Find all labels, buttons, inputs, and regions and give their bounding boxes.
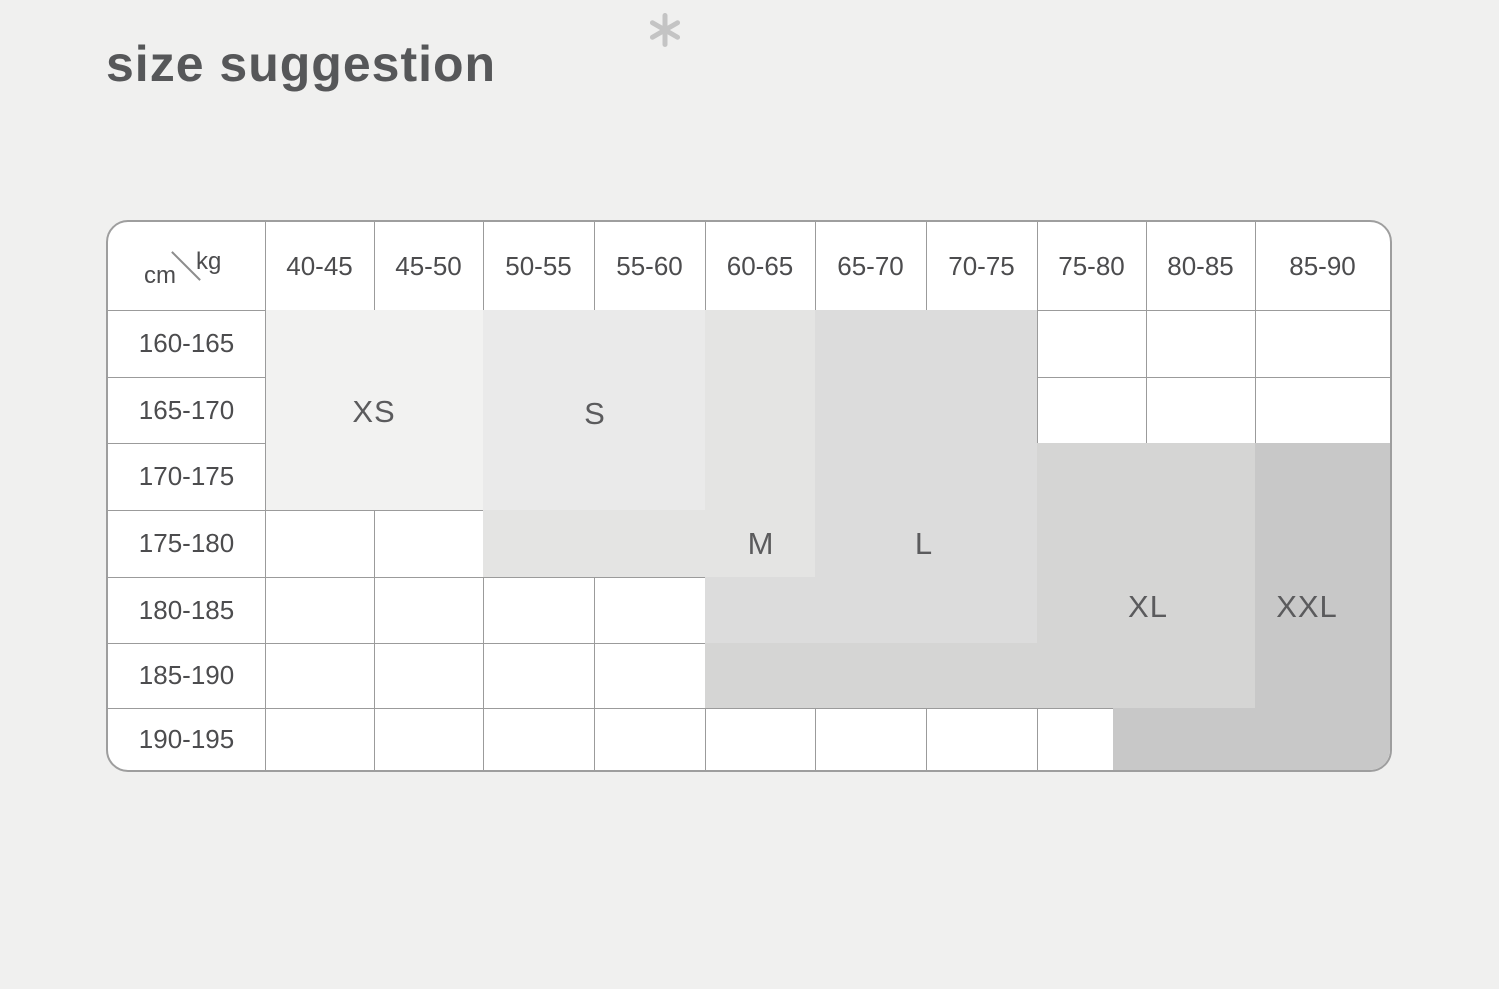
size-region-m — [705, 310, 815, 577]
col-header-60-65: 60-65 — [726, 250, 794, 281]
size-region-xxl — [1255, 443, 1390, 770]
col-header-40-45: 40-45 — [286, 250, 353, 281]
corner-unit-kg: kg — [196, 248, 222, 275]
size-label-xl: XL — [1128, 589, 1168, 624]
size-label-m: M — [747, 526, 775, 561]
grid-line — [108, 443, 265, 444]
col-header-80-85: 80-85 — [1167, 250, 1234, 281]
grid-line — [1146, 222, 1147, 443]
size-region-m — [483, 510, 705, 577]
size-region-xxl — [1113, 708, 1255, 770]
grid-line — [1037, 310, 1390, 311]
col-header-45-50: 45-50 — [395, 250, 462, 281]
row-header-185-190: 185-190 — [138, 660, 235, 690]
size-suggestion-table: cm kg 40-45 45-50 50-55 55-60 60-65 65-7… — [106, 220, 1392, 772]
size-label-l: L — [914, 526, 934, 561]
col-header-85-90: 85-90 — [1289, 250, 1356, 281]
grid-line — [374, 510, 375, 770]
row-header-170-175: 170-175 — [138, 461, 235, 491]
grid-line — [1037, 222, 1038, 443]
grid-line — [594, 222, 595, 310]
size-region-xs — [265, 310, 483, 510]
grid-line — [108, 643, 705, 644]
grid-line — [926, 222, 927, 310]
grid-line — [108, 377, 265, 378]
grid-line — [108, 708, 1113, 709]
grid-line — [483, 222, 484, 310]
col-header-50-55: 50-55 — [505, 250, 572, 281]
size-region-xl — [1037, 443, 1255, 708]
row-header-190-195: 190-195 — [138, 723, 235, 754]
grid-line — [815, 708, 816, 770]
row-header-175-180: 175-180 — [138, 528, 235, 558]
size-region-l — [705, 577, 815, 643]
grid-line — [265, 222, 266, 770]
grid-line — [108, 510, 483, 511]
grid-line — [1255, 222, 1256, 443]
size-region-xl — [705, 643, 1037, 708]
grid-line — [1037, 377, 1390, 378]
grid-line — [594, 577, 595, 770]
page-title: size suggestion — [106, 35, 497, 92]
grid-line — [108, 577, 705, 578]
row-header-160-165: 160-165 — [138, 328, 235, 358]
size-region-s — [483, 310, 705, 510]
size-label-xs: XS — [352, 394, 396, 429]
col-header-65-70: 65-70 — [837, 250, 904, 281]
grid-line — [815, 222, 816, 310]
grid-line — [108, 310, 265, 311]
col-header-55-60: 55-60 — [616, 250, 683, 281]
grid-line — [483, 510, 484, 770]
size-label-s: S — [584, 396, 606, 431]
col-header-75-80: 75-80 — [1058, 250, 1125, 281]
grid-line — [705, 222, 706, 310]
asterisk-icon — [648, 13, 682, 47]
corner-unit-cm: cm — [144, 262, 176, 289]
corner-cell: cm kg — [108, 222, 265, 310]
row-header-180-185: 180-185 — [138, 594, 235, 625]
col-header-70-75: 70-75 — [948, 250, 1015, 281]
size-label-xxl: XXL — [1276, 589, 1338, 624]
size-region-l — [815, 310, 1037, 643]
grid-line — [1037, 708, 1038, 770]
grid-line — [926, 708, 927, 770]
grid-line — [374, 222, 375, 310]
row-header-165-170: 165-170 — [138, 394, 235, 425]
